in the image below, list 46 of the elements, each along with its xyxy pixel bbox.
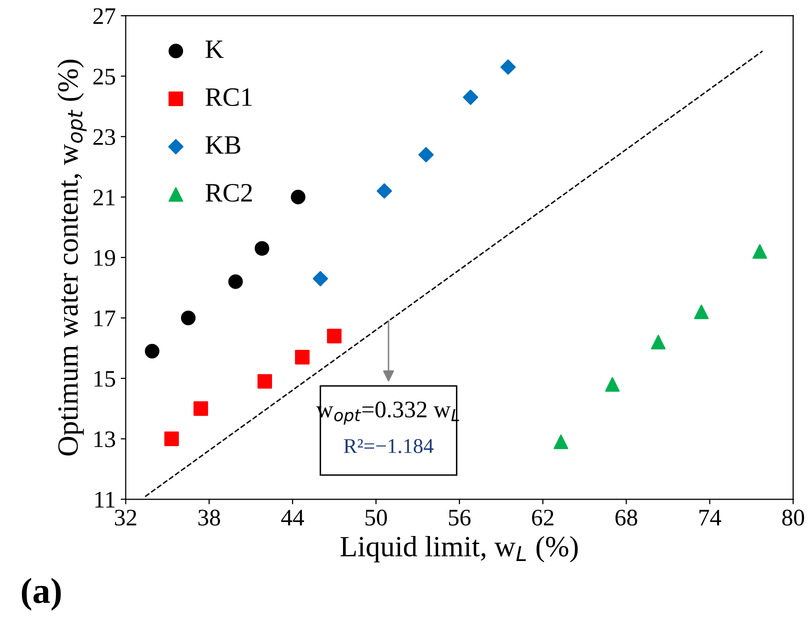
y-tick-label: 17 [94, 310, 116, 326]
x-tick-label: 62 [532, 510, 554, 526]
point [290, 190, 306, 204]
point [554, 434, 568, 450]
y-tick-label: 23 [93, 129, 116, 146]
point [418, 147, 434, 162]
y-tick-label: 13 [94, 431, 116, 448]
point [752, 244, 768, 259]
x-tick-label: 74 [699, 510, 722, 526]
point [327, 328, 342, 344]
x-tick-label: 56 [449, 510, 471, 526]
y-tick-label: 11 [95, 492, 115, 508]
x-tick-label: 68 [616, 510, 638, 526]
x-axis-title: Liquid limit, w$_{L}$ (%) [340, 536, 578, 562]
y-tick-label: 21 [93, 190, 115, 206]
point [312, 270, 328, 286]
point [228, 274, 243, 289]
x-tick-label: 50 [366, 510, 387, 526]
point [295, 350, 310, 364]
y-tick-label: 19 [94, 250, 116, 266]
y-tick-label: 15 [94, 370, 116, 387]
point [254, 241, 270, 256]
point [500, 59, 516, 75]
point [462, 90, 478, 105]
point [144, 344, 160, 358]
point [180, 310, 196, 326]
point [605, 377, 620, 392]
legend-label: RC1 [206, 88, 252, 106]
x-tick-label: 38 [198, 510, 220, 526]
y-axis-title: Optimum water content, w$_{opt}$ (%) [57, 60, 87, 456]
x-tick-label: 80 [782, 510, 804, 526]
text: (a) [22, 578, 61, 611]
legend-label: RC2 [206, 184, 252, 202]
x-tick-label: 32 [115, 510, 136, 526]
legend-label: K [206, 40, 224, 58]
y-tick-label: 25 [93, 68, 116, 85]
legend-label: KB [206, 136, 240, 154]
point [650, 334, 666, 350]
point [257, 374, 272, 389]
point [194, 401, 208, 416]
annotation: R²=−1.184 [344, 439, 434, 454]
x-tick-label: 44 [281, 510, 304, 526]
point [694, 304, 709, 320]
y-tick-label: 27 [93, 8, 116, 24]
point [376, 183, 392, 199]
point [164, 432, 179, 446]
